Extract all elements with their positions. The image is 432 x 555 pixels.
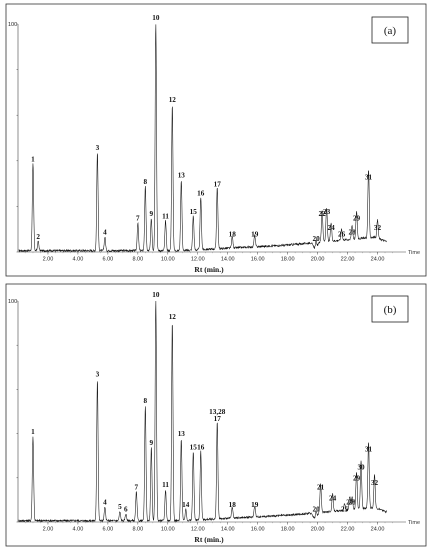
x-tick-label: 22.00 bbox=[341, 527, 355, 533]
peak-label: 2 bbox=[36, 233, 40, 241]
panel-frame bbox=[5, 3, 427, 277]
chromatogram-trace bbox=[18, 24, 387, 253]
x-tick-label: 14.00 bbox=[221, 257, 235, 263]
peak-label: 14 bbox=[182, 501, 190, 509]
x-tick-label: 20.00 bbox=[311, 257, 325, 263]
peak-label: 20 bbox=[313, 235, 321, 243]
peak-label: 21 bbox=[317, 483, 325, 491]
peak-label: 17 bbox=[214, 180, 222, 188]
peak-label: 28 bbox=[348, 499, 356, 507]
x-tick-label: 16.00 bbox=[251, 257, 265, 263]
peak-label: 23 bbox=[323, 208, 331, 216]
peak-label: 11 bbox=[162, 481, 169, 489]
y-top-label: 100 bbox=[8, 22, 17, 28]
x-tick-label: 2.00 bbox=[43, 257, 54, 263]
peak-label: 24 bbox=[329, 494, 337, 502]
panel-label: (a) bbox=[384, 25, 397, 37]
x-tick-label: 4.00 bbox=[73, 527, 84, 533]
panel-label: (b) bbox=[384, 304, 397, 316]
peak-label: 9 bbox=[150, 210, 154, 218]
x-tick-label: 8.00 bbox=[132, 527, 143, 533]
x-tick-label: 14.00 bbox=[221, 527, 235, 533]
peak-label: 9 bbox=[150, 439, 154, 447]
x-tick-label: 10.00 bbox=[161, 257, 175, 263]
peak-label: 7 bbox=[136, 215, 140, 223]
panel-label-box bbox=[371, 295, 409, 323]
panel-frame bbox=[5, 283, 427, 547]
peak-label: 15 bbox=[190, 443, 198, 451]
chromatogram-panel-b: 100 2.00 4.00 6.00 8.00 10.00 12.00 14.00 16.00 1… bbox=[5, 283, 427, 547]
peak-label: 3 bbox=[96, 371, 100, 379]
peak-label: 5 bbox=[118, 503, 122, 511]
peak-label: 1 bbox=[31, 428, 35, 436]
peak-label: 13 bbox=[178, 171, 186, 179]
x-tick-label: 12.00 bbox=[191, 527, 205, 533]
panel-label-box bbox=[371, 16, 409, 44]
x-tick-label: 8.00 bbox=[132, 257, 143, 263]
x-tick-label: 24.00 bbox=[371, 257, 385, 263]
peak-label: 27 bbox=[346, 499, 354, 507]
x-tick-label: 24.00 bbox=[371, 527, 385, 533]
peak-label: 3 bbox=[96, 144, 100, 152]
peak-label: 13,28 bbox=[209, 408, 226, 416]
x-tick-label: 12.00 bbox=[191, 257, 205, 263]
peak-label: 12 bbox=[169, 313, 177, 321]
x-tick-label: 6.00 bbox=[103, 257, 114, 263]
peak-label: 17 bbox=[214, 415, 222, 423]
x-axis-label: Rt (min.) bbox=[194, 535, 224, 544]
y-top-label: 100 bbox=[8, 299, 17, 305]
x-end-label: Time bbox=[408, 250, 420, 256]
peak-label: 11 bbox=[162, 212, 169, 220]
peak-label: 1 bbox=[31, 155, 35, 163]
x-tick-label: 10.00 bbox=[161, 527, 175, 533]
peak-label: 20 bbox=[313, 505, 321, 513]
x-tick-label: 6.00 bbox=[103, 527, 114, 533]
chromatogram-trace bbox=[18, 300, 387, 523]
peak-label: 26 bbox=[338, 231, 346, 239]
peak-label: 24 bbox=[327, 224, 335, 232]
peak-label: 13 bbox=[178, 430, 186, 438]
peak-label: 8 bbox=[144, 178, 148, 186]
peak-label: 4 bbox=[103, 499, 107, 507]
peak-label: 18 bbox=[229, 231, 237, 239]
peak-label: 19 bbox=[251, 231, 259, 239]
x-axis-label: Rt (min.) bbox=[194, 265, 224, 274]
peak-label: 29 bbox=[353, 215, 361, 223]
peak-label: 28 bbox=[348, 228, 356, 236]
peak-label: 25 bbox=[341, 505, 349, 513]
peak-label: 22 bbox=[319, 210, 327, 218]
peak-label: 19 bbox=[251, 501, 259, 509]
peak-label: 15 bbox=[190, 208, 198, 216]
peak-label: 18 bbox=[229, 501, 237, 509]
peak-label: 10 bbox=[152, 14, 160, 22]
peak-label: 4 bbox=[103, 228, 107, 236]
x-end-label: Time bbox=[408, 520, 420, 526]
x-tick-label: 18.00 bbox=[281, 527, 295, 533]
peak-label: 10 bbox=[152, 291, 160, 299]
peak-label: 12 bbox=[169, 96, 177, 104]
peak-label: 32 bbox=[371, 479, 379, 487]
x-tick-label: 4.00 bbox=[73, 257, 84, 263]
peak-label: 7 bbox=[135, 483, 139, 491]
peak-label: 32 bbox=[374, 224, 382, 232]
peak-label: 16 bbox=[197, 443, 205, 451]
x-tick-label: 16.00 bbox=[251, 527, 265, 533]
peak-label: 31 bbox=[365, 446, 373, 454]
peak-label: 16 bbox=[197, 190, 205, 198]
chromatogram-panel-a: 100 2.00 4.00 6.00 8.00 10.00 12.00 14.00 16.00 1… bbox=[5, 3, 427, 277]
peak-label: 29 bbox=[353, 474, 361, 482]
peak-label: 6 bbox=[124, 505, 128, 513]
peak-label: 8 bbox=[144, 397, 148, 405]
x-tick-label: 20.00 bbox=[311, 527, 325, 533]
x-tick-label: 2.00 bbox=[43, 527, 54, 533]
peak-label: 30 bbox=[357, 463, 365, 471]
x-tick-label: 22.00 bbox=[341, 257, 355, 263]
peak-label: 31 bbox=[365, 174, 373, 182]
x-tick-label: 18.00 bbox=[281, 257, 295, 263]
